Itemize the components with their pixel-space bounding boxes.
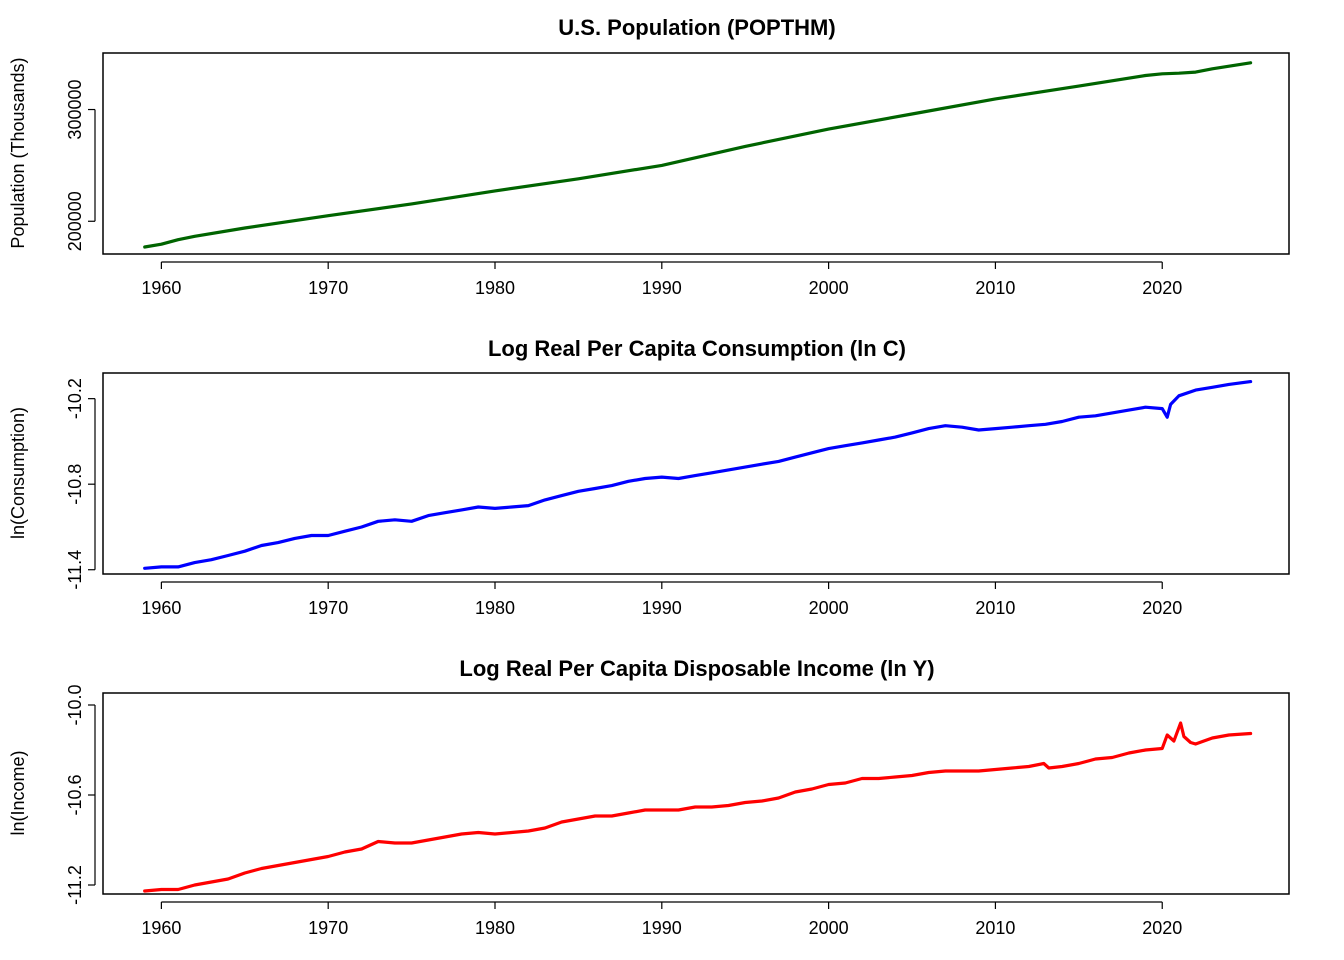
x-tick-label: 2020 [1142, 918, 1182, 938]
series-line-income [143, 721, 1253, 893]
x-tick-label: 1980 [475, 598, 515, 618]
y-tick-label: 300000 [65, 79, 85, 139]
x-tick-label: 1970 [308, 918, 348, 938]
x-tick-label: 1960 [141, 918, 181, 938]
x-tick-label: 2000 [809, 278, 849, 298]
panel-income: Log Real Per Capita Disposable Income (l… [8, 656, 1290, 938]
y-tick-label: -11.4 [65, 550, 85, 590]
panel-title: Log Real Per Capita Disposable Income (l… [459, 656, 934, 681]
x-tick-label: 1960 [141, 598, 181, 618]
x-tick-label: 2020 [1142, 598, 1182, 618]
y-tick-label: -10.6 [65, 774, 85, 815]
y-tick-label: -10.8 [65, 464, 85, 505]
panel-population: U.S. Population (POPTHM) Population (Tho… [8, 15, 1290, 298]
x-tick-label: 1970 [308, 278, 348, 298]
y-tick-label: -10.0 [65, 684, 85, 725]
x-tick-label: 2000 [809, 598, 849, 618]
x-tick-label: 2020 [1142, 278, 1182, 298]
series-line-consumption [143, 380, 1253, 570]
panel-title: Log Real Per Capita Consumption (ln C) [488, 336, 906, 361]
x-tick-label: 2000 [809, 918, 849, 938]
plot-frame [102, 372, 1290, 575]
y-tick-label: 200000 [65, 191, 85, 251]
panel-consumption: Log Real Per Capita Consumption (ln C) l… [8, 336, 1290, 618]
plot-frame [102, 52, 1290, 255]
y-tick-label: -11.2 [65, 865, 85, 905]
y-axis-label: Population (Thousands) [8, 57, 28, 248]
series-line-population [143, 61, 1253, 249]
x-tick-label: 2010 [975, 598, 1015, 618]
y-tick-label: -10.2 [65, 378, 85, 419]
plot-frame [102, 692, 1290, 895]
x-tick-label: 1980 [475, 278, 515, 298]
x-tick-label: 1990 [642, 278, 682, 298]
y-axis-label: ln(Consumption) [8, 407, 28, 539]
x-tick-label: 2010 [975, 278, 1015, 298]
x-tick-label: 1980 [475, 918, 515, 938]
x-tick-label: 1990 [642, 918, 682, 938]
y-axis-label: ln(Income) [8, 750, 28, 835]
x-tick-label: 1960 [141, 278, 181, 298]
panel-title: U.S. Population (POPTHM) [558, 15, 835, 40]
x-tick-label: 1970 [308, 598, 348, 618]
x-tick-label: 1990 [642, 598, 682, 618]
x-tick-label: 2010 [975, 918, 1015, 938]
